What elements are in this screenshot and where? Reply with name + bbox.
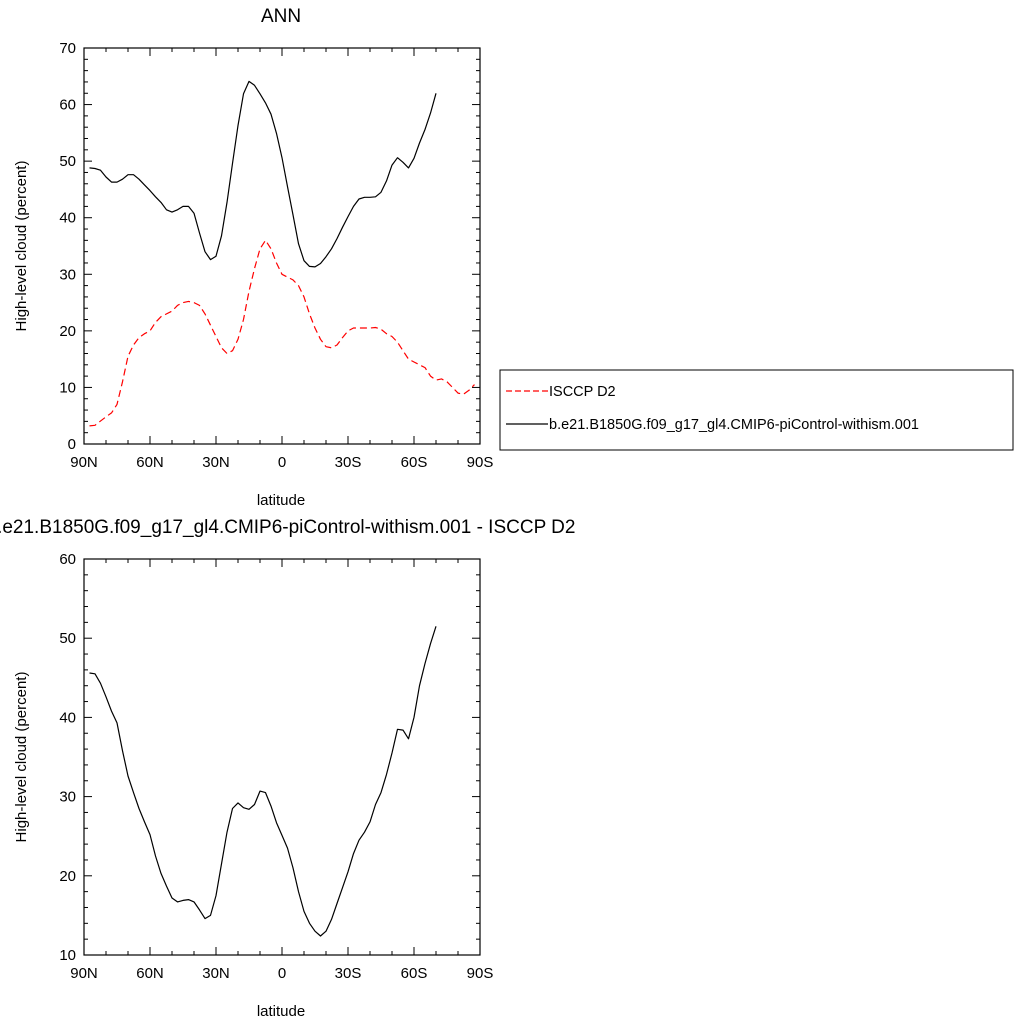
y-tick-label: 10 (59, 379, 76, 396)
x-tick-label: 60N (136, 965, 164, 982)
x-tick-label: 90S (467, 454, 494, 471)
y-tick-label: 20 (59, 868, 76, 885)
legend: ISCCP D2 b.e21.B1850G.f09_g17_gl4.CMIP6-… (499, 369, 1014, 451)
x-axis-label-bottom: latitude (257, 1003, 305, 1020)
plot-frame-bottom (83, 558, 481, 956)
x-tick-label: 30S (335, 965, 362, 982)
y-tick-label: 40 (59, 709, 76, 726)
axis-ticks-top: 90N 60N 30N 0 30S 60S 90S 0 10 20 30 40 50 60 70 (59, 40, 493, 471)
y-tick-label: 50 (59, 153, 76, 170)
x-axis-label-top: latitude (257, 492, 305, 509)
series-line-model (89, 80, 437, 268)
x-tick-label: 90S (467, 965, 494, 982)
series-layer-bottom (89, 626, 437, 937)
x-tick-label: 0 (278, 965, 286, 982)
plot-frame-top (83, 47, 481, 445)
series-layer-top (89, 80, 475, 427)
x-tick-label: 90N (70, 454, 98, 471)
y-tick-label: 20 (59, 323, 76, 340)
legend-box (499, 369, 1014, 451)
series-line-difference (89, 626, 437, 937)
y-tick-label: 40 (59, 210, 76, 227)
series-line-isccp (89, 239, 475, 427)
y-tick-label: 70 (59, 40, 76, 57)
chart-title-bottom: b.e21.B1850G.f09_g17_gl4.CMIP6-piControl… (0, 517, 575, 538)
x-tick-label: 30N (202, 454, 230, 471)
x-tick-label: 30S (335, 454, 362, 471)
x-tick-label: 60S (401, 454, 428, 471)
axis-ticks-bottom: 90N 60N 30N 0 30S 60S 90S 10 20 30 40 50 60 (59, 551, 493, 982)
x-tick-label: 60S (401, 965, 428, 982)
y-tick-label: 10 (59, 947, 76, 964)
y-tick-label: 30 (59, 789, 76, 806)
x-tick-label: 90N (70, 965, 98, 982)
panel-bottom: b.e21.B1850G.f09_g17_gl4.CMIP6-piControl… (0, 517, 575, 1020)
panel-top: ANN 90N 60N 30N 0 30S 60S 90S 0 10 20 30 40 50 60 70 l… (13, 6, 493, 509)
y-tick-label: 50 (59, 630, 76, 647)
x-tick-label: 60N (136, 454, 164, 471)
y-axis-label-bottom: High-level cloud (percent) (13, 672, 30, 843)
y-axis-label-top: High-level cloud (percent) (13, 161, 30, 332)
y-tick-label: 60 (59, 97, 76, 114)
y-tick-label: 30 (59, 266, 76, 283)
chart-title-top: ANN (261, 6, 301, 27)
x-tick-label: 30N (202, 965, 230, 982)
y-tick-label: 0 (68, 436, 76, 453)
x-tick-label: 0 (278, 454, 286, 471)
legend-label-isccp: ISCCP D2 (549, 384, 616, 400)
y-tick-label: 60 (59, 551, 76, 568)
legend-label-model: b.e21.B1850G.f09_g17_gl4.CMIP6-piControl… (549, 417, 919, 433)
